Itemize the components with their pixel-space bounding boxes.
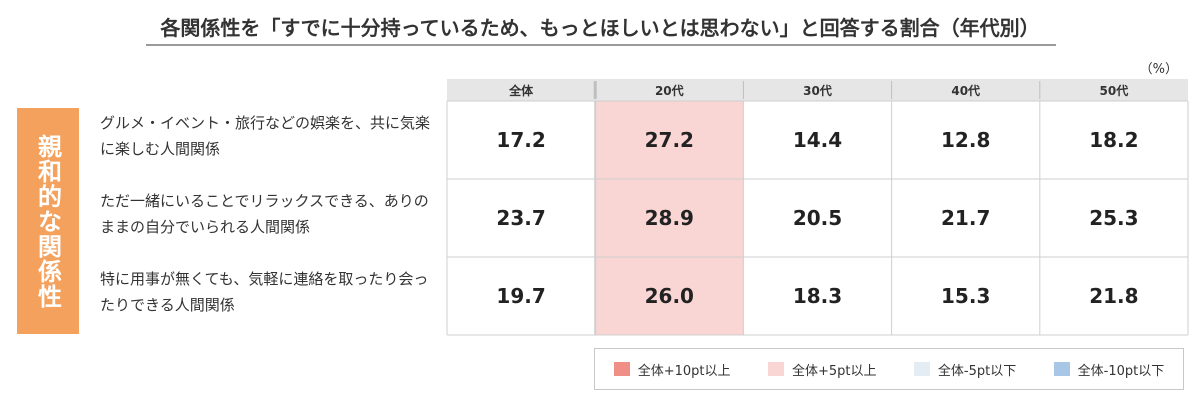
column-header-4: 40代: [951, 83, 980, 98]
group-label-box: 親和的な関係性: [17, 108, 79, 334]
legend-swatch-minus5: [913, 362, 930, 376]
legend-swatch-plus10: [613, 362, 630, 376]
column-header-3: 30代: [803, 83, 832, 98]
column-header-5: 50代: [1100, 83, 1129, 98]
legend-label-plus5: 全体+5pt以上: [791, 363, 877, 379]
cell-value-r3-c1: 19.7: [496, 284, 545, 308]
cell-value-r3-c5: 21.8: [1089, 284, 1138, 308]
cell-value-r3-c2: 26.0: [645, 284, 694, 308]
legend-item-plus5: 全体+5pt以上: [767, 360, 877, 379]
legend: 全体+10pt以上 全体+5pt以上 全体-5pt以下 全体-10pt以下: [594, 348, 1184, 390]
highlight-cell-r3-c2: [595, 257, 744, 335]
cell-value-r1-c2: 27.2: [645, 128, 694, 152]
legend-swatch-minus10: [1053, 362, 1070, 376]
row-label-1: グルメ・イベント・旅行などの娯楽を、共に気楽に楽しむ人間関係: [100, 114, 431, 158]
highlight-cell-r2-c2: [595, 179, 744, 257]
column-header-1: 全体: [508, 83, 534, 98]
legend-item-plus10: 全体+10pt以上: [613, 360, 731, 379]
unit-label: （%）: [1139, 62, 1178, 77]
cell-value-r1-c5: 18.2: [1089, 128, 1138, 152]
cell-value-r1-c3: 14.4: [793, 128, 842, 152]
cell-value-r2-c4: 21.7: [941, 206, 990, 230]
legend-item-minus10: 全体-10pt以下: [1053, 360, 1165, 379]
legend-item-minus5: 全体-5pt以下: [913, 360, 1017, 379]
cell-value-r3-c3: 18.3: [793, 284, 842, 308]
cell-value-r3-c4: 15.3: [941, 284, 990, 308]
row-label-3: 特に用事が無くても、気軽に連絡を取ったり会ったりできる人間関係: [100, 270, 429, 314]
group-label: 親和的な関係性: [33, 133, 62, 309]
cell-value-r1-c1: 17.2: [496, 128, 545, 152]
column-header-2: 20代: [655, 83, 684, 98]
legend-swatch-plus5: [767, 362, 784, 376]
title-underline: [146, 44, 1056, 46]
legend-label-plus10: 全体+10pt以上: [637, 363, 731, 379]
cell-value-r2-c2: 28.9: [645, 206, 694, 230]
highlight-cell-r1-c2: [595, 101, 744, 179]
cell-value-r2-c3: 20.5: [793, 206, 842, 230]
row-label-2: ただ一緒にいることでリラックスできる、ありのままの自分でいられる人間関係: [100, 192, 429, 236]
cell-value-r2-c1: 23.7: [496, 206, 545, 230]
cell-value-r2-c5: 25.3: [1089, 206, 1138, 230]
legend-label-minus5: 全体-5pt以下: [937, 363, 1017, 379]
chart-title: 各関係性を「すでに十分持っているため、もっとほしいとは思わない」と回答する割合（…: [160, 16, 1040, 40]
header-background: [447, 79, 1188, 101]
cell-value-r1-c4: 12.8: [941, 128, 990, 152]
legend-label-minus10: 全体-10pt以下: [1077, 363, 1165, 379]
